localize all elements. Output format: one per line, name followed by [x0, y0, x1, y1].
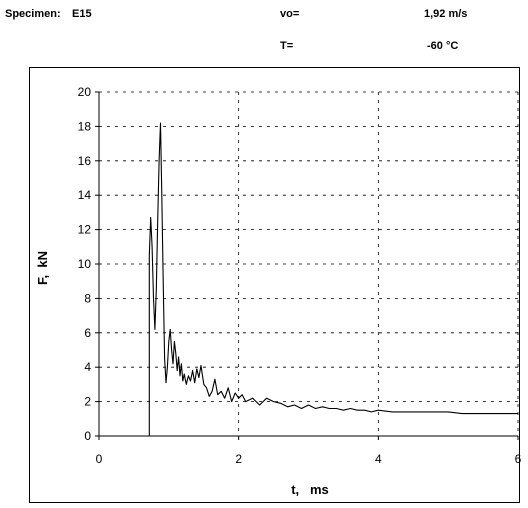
y-tick-label: 12 [78, 223, 92, 237]
y-tick-label: 8 [84, 291, 91, 305]
x-tick-label: 0 [96, 452, 103, 466]
y-tick-label: 0 [84, 429, 91, 443]
x-tick-label: 6 [515, 452, 522, 466]
specimen-value: E15 [72, 8, 92, 20]
x-axis-label: t, ms [291, 482, 329, 497]
y-tick-label: 20 [78, 85, 92, 99]
vo-value: 1,92 m/s [424, 8, 468, 20]
y-tick-label: 4 [84, 360, 91, 374]
y-tick-label: 16 [78, 154, 92, 168]
y-tick-label: 14 [78, 188, 92, 202]
x-tick-label: 2 [235, 452, 242, 466]
y-tick-label: 2 [84, 395, 91, 409]
temperature-label: T= [280, 40, 294, 52]
y-tick-label: 10 [78, 257, 92, 271]
tick-labels: 0 2 4 6 8 10 12 14 16 18 20 0 2 4 6 [78, 85, 522, 466]
chart-frame [29, 67, 520, 503]
x-tick-label: 4 [375, 452, 382, 466]
grid-lines [99, 91, 519, 436]
vo-label: vo= [280, 8, 300, 20]
force-series-line [99, 122, 518, 437]
y-axis-label: F, kN [35, 251, 50, 285]
temperature-value: -60 °C [427, 40, 459, 52]
y-tick-label: 6 [84, 326, 91, 340]
y-tick-label: 18 [78, 119, 92, 133]
series-layer [99, 122, 518, 437]
specimen-label: Specimen: [5, 8, 61, 20]
